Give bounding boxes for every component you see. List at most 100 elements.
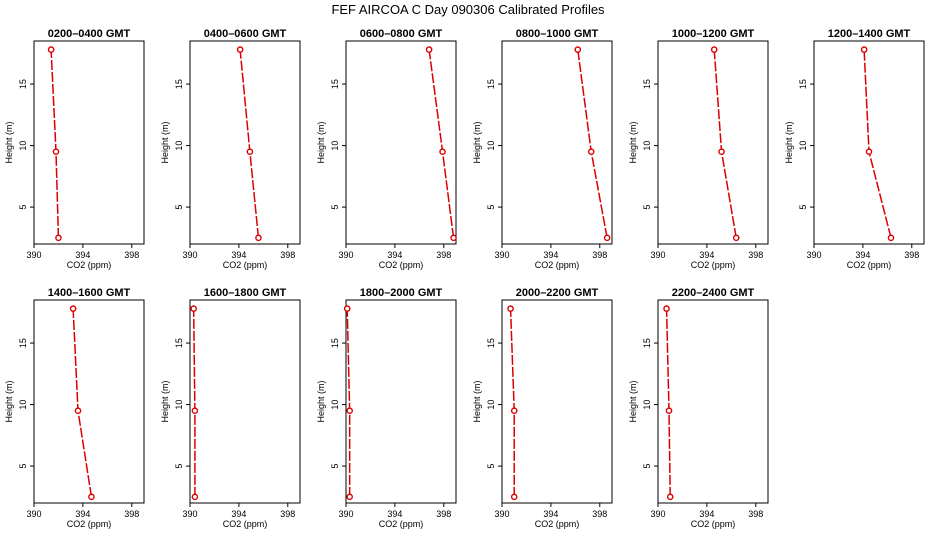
data-point [47, 46, 55, 53]
data-point [52, 148, 60, 156]
y-tick-label: 10 [642, 400, 652, 410]
data-point [55, 234, 62, 242]
x-tick-label: 390 [182, 250, 197, 260]
y-tick-label: 15 [330, 338, 340, 348]
x-axis-label: CO2 (ppm) [379, 519, 424, 529]
data-point [666, 493, 674, 501]
panel-title: 2200–2400 GMT [672, 287, 755, 299]
panel-10: 2000–2200 GMT 390 394 398 5 10 15 CO2 (ppm) Heig… [472, 287, 613, 529]
data-point [246, 148, 254, 156]
y-axis-label: Height (m) [4, 121, 14, 163]
data-point [860, 46, 868, 53]
plot-frame [189, 299, 301, 504]
data-point [191, 493, 199, 501]
data-point [74, 407, 82, 415]
x-axis-label: CO2 (ppm) [379, 260, 424, 270]
y-axis-label: Height (m) [784, 121, 794, 163]
y-tick-label: 10 [642, 141, 652, 151]
data-point [255, 234, 262, 242]
y-axis-label: Height (m) [472, 121, 482, 163]
panel-9: 1800–2000 GMT 390 394 398 5 10 15 CO2 (ppm) Heig… [316, 287, 457, 529]
x-tick-label: 394 [387, 509, 402, 519]
data-point [346, 407, 353, 415]
x-tick-label: 390 [494, 250, 509, 260]
x-axis-label: CO2 (ppm) [535, 519, 580, 529]
panel-title: 0800–1000 GMT [516, 28, 599, 40]
y-tick-label: 5 [174, 205, 184, 210]
data-point [510, 493, 518, 501]
y-tick-label: 5 [18, 464, 28, 469]
x-tick-label: 390 [650, 509, 665, 519]
y-tick-label: 15 [486, 338, 496, 348]
data-point [732, 234, 740, 242]
profile-line [428, 49, 455, 238]
x-axis-label: CO2 (ppm) [691, 519, 736, 529]
data-point [346, 493, 353, 501]
x-tick-label: 394 [543, 250, 558, 260]
y-tick-label: 10 [18, 141, 28, 151]
panel-title: 0200–0400 GMT [48, 28, 131, 40]
profile-line [346, 308, 351, 497]
data-point [718, 148, 725, 156]
x-tick-label: 398 [280, 509, 295, 519]
plot-frame [345, 40, 457, 245]
x-tick-label: 390 [182, 509, 197, 519]
x-tick-label: 394 [699, 250, 714, 260]
data-point [887, 234, 895, 242]
panel-title: 0600–0800 GMT [360, 28, 443, 40]
data-point [865, 148, 873, 156]
x-axis-label: CO2 (ppm) [67, 260, 112, 270]
y-axis-label: Height (m) [316, 380, 326, 422]
y-tick-label: 15 [174, 338, 184, 348]
data-point [587, 148, 595, 156]
data-point [450, 234, 457, 242]
panel-title: 0400–0600 GMT [204, 28, 287, 40]
data-point [710, 46, 718, 53]
data-point [574, 46, 582, 53]
figure-title: FEF AIRCOA C Day 090306 Calibrated Profi… [331, 2, 605, 17]
panel-11: 2200–2400 GMT 390 394 398 5 10 15 CO2 (ppm) Heig… [628, 287, 769, 529]
panel-title: 1400–1600 GMT [48, 287, 131, 299]
data-point [88, 493, 95, 501]
data-point [439, 148, 446, 156]
panel-title: 1600–1800 GMT [204, 287, 287, 299]
profile-line [509, 308, 515, 497]
x-tick-label: 394 [855, 250, 870, 260]
y-tick-label: 5 [798, 205, 808, 210]
panel-title: 1000–1200 GMT [672, 28, 755, 40]
data-point [665, 407, 673, 415]
x-axis-label: CO2 (ppm) [847, 260, 892, 270]
x-tick-label: 398 [124, 509, 139, 519]
y-tick-label: 5 [330, 205, 340, 210]
x-tick-label: 398 [124, 250, 139, 260]
y-tick-label: 15 [330, 79, 340, 89]
plot-frame [813, 40, 925, 245]
y-tick-label: 15 [18, 338, 28, 348]
data-point [603, 234, 611, 242]
profile-line [72, 308, 93, 497]
y-tick-label: 10 [174, 400, 184, 410]
x-tick-label: 390 [26, 509, 41, 519]
x-tick-label: 398 [280, 250, 295, 260]
plot-frame [33, 299, 145, 504]
x-tick-label: 398 [436, 509, 451, 519]
data-point [236, 46, 244, 53]
data-point [69, 305, 77, 312]
data-point [191, 407, 199, 415]
y-tick-label: 5 [642, 205, 652, 210]
profile-line [577, 49, 608, 238]
x-tick-label: 398 [592, 509, 607, 519]
y-axis-label: Height (m) [4, 380, 14, 422]
x-tick-label: 398 [748, 250, 763, 260]
x-tick-label: 390 [26, 250, 41, 260]
profile-line [863, 49, 892, 239]
y-tick-label: 5 [486, 464, 496, 469]
y-axis-label: Height (m) [160, 380, 170, 422]
x-axis-label: CO2 (ppm) [223, 519, 268, 529]
x-tick-label: 390 [338, 250, 353, 260]
x-axis-label: CO2 (ppm) [223, 260, 268, 270]
panel-7: 1400–1600 GMT 390 394 398 5 10 15 CO2 (ppm) Heig… [4, 287, 145, 529]
y-tick-label: 10 [486, 400, 496, 410]
y-tick-label: 15 [642, 79, 652, 89]
x-axis-label: CO2 (ppm) [691, 260, 736, 270]
